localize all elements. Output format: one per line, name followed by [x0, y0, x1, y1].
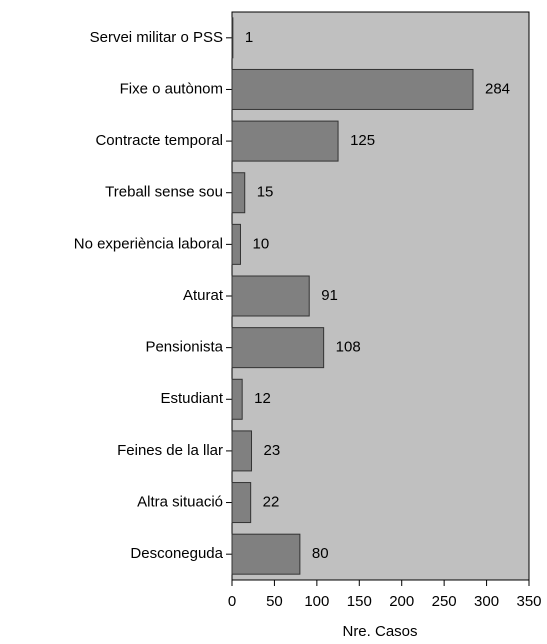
y-tick-label: Pensionista	[145, 339, 223, 356]
y-tick-label: Feines de la llar	[117, 442, 223, 459]
value-label: 15	[257, 184, 274, 201]
value-label: 125	[350, 132, 375, 149]
x-tick-label: 100	[304, 593, 329, 610]
y-tick-label: Altra situació	[137, 494, 223, 511]
bar	[231, 223, 241, 265]
bar	[231, 172, 246, 214]
value-label: 91	[321, 287, 338, 304]
y-tick-label: Fixe o autònom	[120, 80, 223, 97]
y-tick-label: No experiència laboral	[74, 235, 223, 252]
value-label: 284	[485, 80, 510, 97]
x-tick-label: 350	[516, 593, 541, 610]
value-label: 22	[263, 494, 280, 511]
y-tick-label: Estudiant	[160, 390, 223, 407]
bar	[231, 482, 252, 524]
bar	[231, 378, 243, 420]
y-tick-label: Servei militar o PSS	[90, 29, 223, 46]
x-tick-label: 50	[266, 593, 283, 610]
bar	[231, 430, 253, 472]
y-tick-label: Treball sense sou	[105, 184, 223, 201]
value-label: 23	[264, 442, 281, 459]
bar	[231, 275, 310, 317]
y-tick-label: Contracte temporal	[95, 132, 223, 149]
x-tick-label: 200	[389, 593, 414, 610]
bar	[231, 17, 234, 59]
value-label: 80	[312, 545, 329, 562]
x-tick-label: 300	[474, 593, 499, 610]
x-axis-label: Nre. Casos	[342, 623, 417, 639]
value-label: 12	[254, 390, 271, 407]
value-label: 10	[252, 235, 269, 252]
value-label: 1	[245, 29, 253, 46]
bar	[231, 68, 474, 110]
value-label: 108	[336, 339, 361, 356]
x-tick-label: 250	[432, 593, 457, 610]
x-tick-label: 150	[347, 593, 372, 610]
bar	[231, 120, 339, 162]
bar	[231, 533, 301, 575]
y-tick-label: Aturat	[183, 287, 224, 304]
y-tick-label: Desconeguda	[130, 545, 223, 562]
bar	[231, 327, 325, 369]
x-tick-label: 0	[228, 593, 236, 610]
